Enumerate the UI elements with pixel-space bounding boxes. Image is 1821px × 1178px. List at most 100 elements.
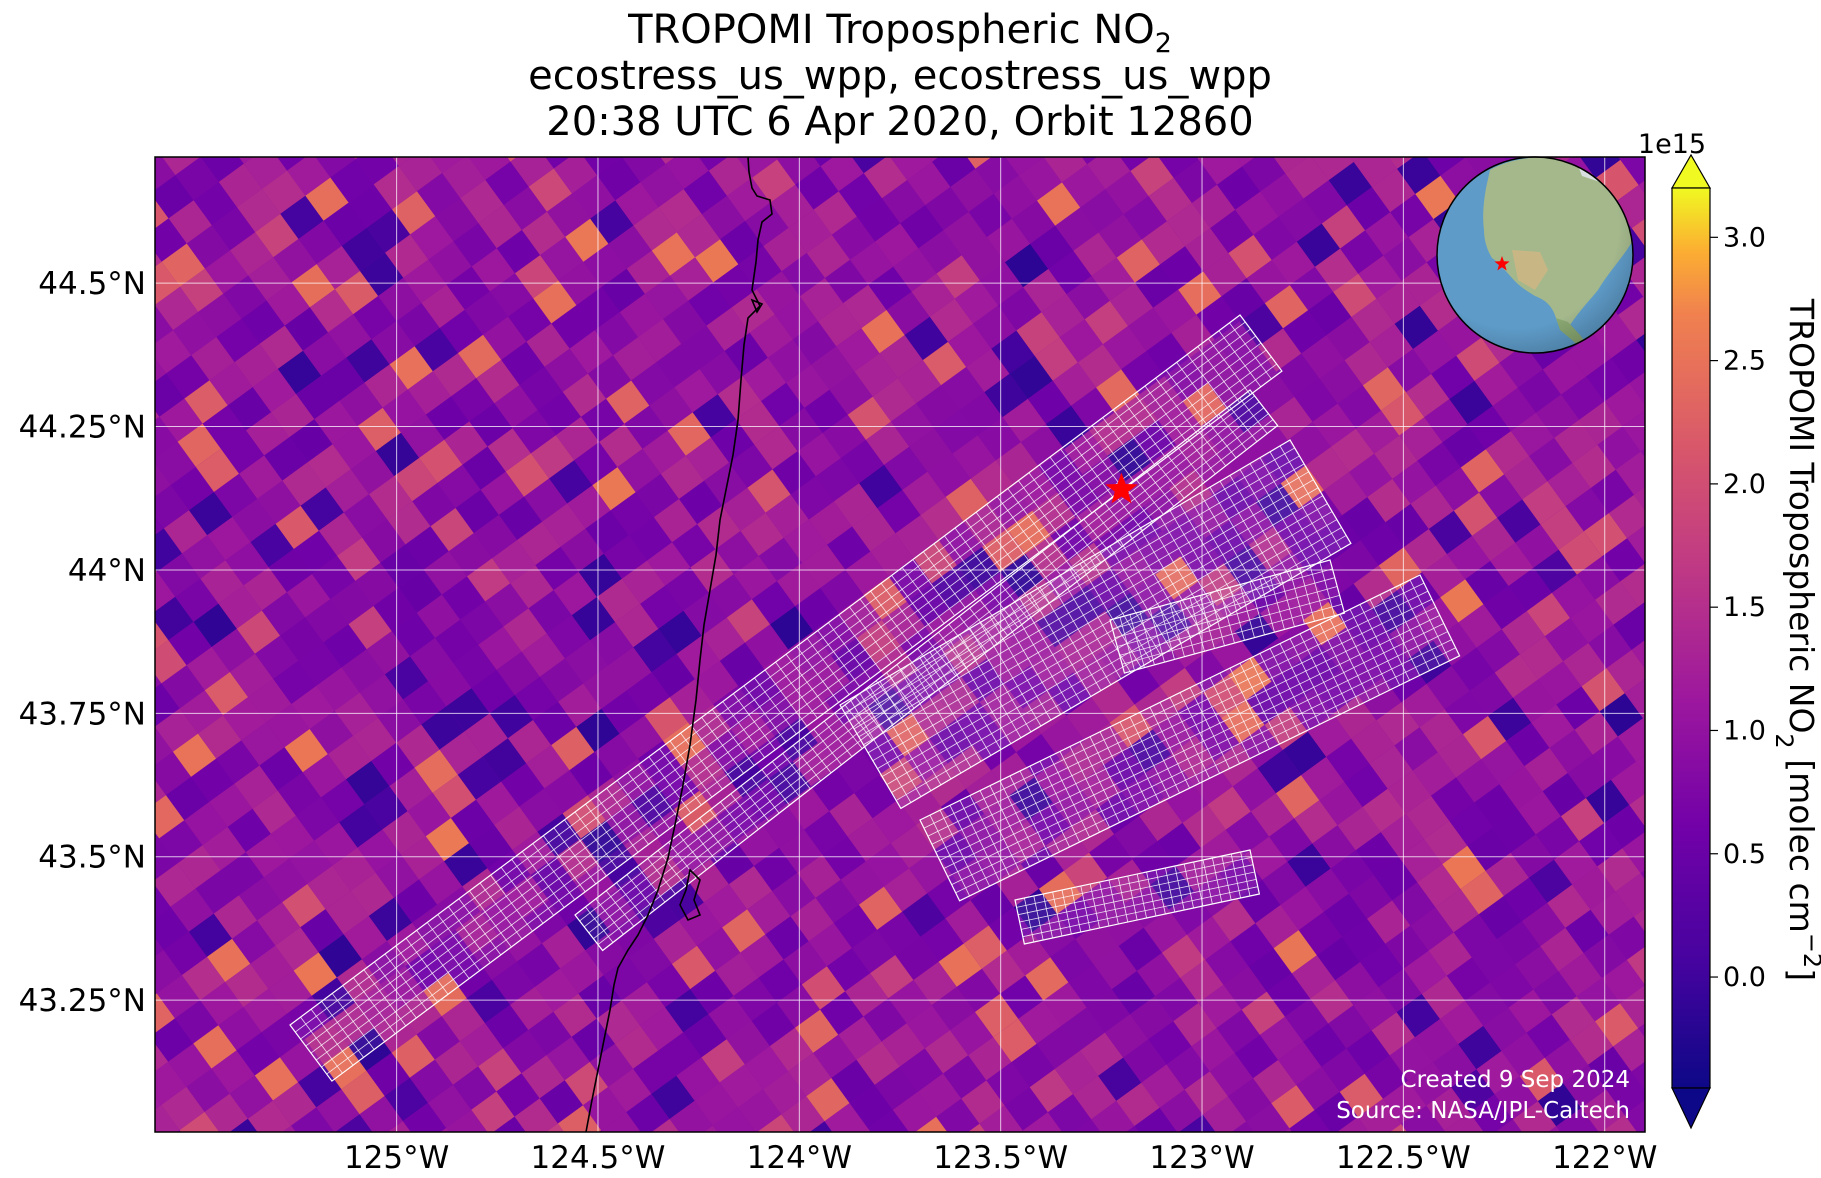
no2-pixel [1601,959,1645,1004]
no2-pixel [603,535,648,579]
no2-pixel [462,868,506,912]
no2-pixel [530,435,575,479]
no2-pixel [1111,971,1156,1015]
no2-pixel [1016,734,1060,778]
no2-pixel [330,1002,374,1046]
swath-along-line [923,582,1425,829]
no2-pixel [1476,1051,1520,1095]
no2-pixel [155,832,160,842]
no2-pixel [129,1148,172,1178]
no2-pixel [635,895,679,939]
no2-pixel [847,818,891,862]
no2-pixel [943,212,987,256]
no2-pixel [346,339,390,383]
no2-pixel [1230,923,1274,967]
no2-pixel [1107,437,1151,481]
no2-pixel [157,553,201,597]
no2-pixel [724,754,768,798]
no2-pixel [1321,1048,1365,1092]
no2-pixel [189,492,233,536]
no2-pixel [1073,1119,1101,1132]
no2-pixel [838,1016,882,1060]
swath-cross-line [1079,563,1142,668]
no2-pixel [1580,157,1621,179]
chart-title-line-1: TROPOMI Tropospheric NO2 [628,7,1172,59]
no2-pixel [102,900,145,943]
no2-pixel [1624,678,1645,719]
no2-pixel [950,1012,994,1056]
no2-pixel [1440,579,1484,623]
no2-pixel [667,412,711,456]
no2-pixel [597,157,641,201]
colorbar-tick-label: 2.5 [1723,346,1766,377]
no2-pixel [155,485,189,529]
no2-pixel [357,829,401,873]
no2-pixel [156,975,201,1019]
no2-pixel [195,870,239,914]
no2-pixel [1588,624,1632,669]
no2-pixel [1155,556,1199,600]
no2-pixel [1613,606,1645,650]
no2-pixel [175,1000,219,1044]
no2-pixel [1355,410,1400,454]
no2-pixel [1586,779,1630,824]
no2-pixel [266,282,310,326]
no2-pixel [1150,444,1195,488]
no2-pixel [936,255,980,299]
no2-pixel [840,439,885,484]
no2-pixel [191,758,235,802]
no2-pixel [845,551,889,595]
no2-pixel [155,1061,187,1105]
no2-pixel [1029,1069,1073,1113]
no2-pixel [749,314,793,358]
no2-pixel [1269,818,1313,862]
no2-pixel [592,467,636,511]
no2-pixel [1179,1114,1216,1132]
swath-along-line [579,395,1255,922]
no2-pixel [1212,898,1256,942]
no2-pixel [749,736,793,780]
no2-pixel [653,920,697,964]
no2-pixel [1437,734,1482,778]
no2-pixel [1351,720,1395,764]
no2-pixel [430,508,474,552]
swath-cross-line [849,698,912,803]
no2-pixel [1203,253,1247,297]
no2-pixel [316,245,360,290]
no2-pixel [941,367,985,411]
no2-pixel [986,218,1031,263]
no2-pixel [1285,576,1329,621]
swath-along-line [853,463,1305,730]
no2-pixel [1410,907,1454,951]
no2-pixel [207,95,250,138]
no2-pixel [1601,1114,1638,1132]
no2-pixel [1198,563,1242,607]
no2-pixel [227,808,271,853]
no2-pixel [1510,412,1555,457]
no2-pixel [640,164,684,208]
no2-pixel [653,499,698,543]
no2-pixel [1141,221,1186,265]
no2-pixel [396,302,440,347]
no2-pixel [1081,157,1098,165]
no2-pixel [783,519,828,563]
no2-pixel [622,157,623,158]
no2-pixel [173,311,217,356]
no2-pixel [305,177,349,221]
no2-pixel [940,788,985,832]
no2-pixel [886,1135,929,1178]
swath-along-line [1022,886,1258,938]
no2-pixel [1567,333,1612,377]
no2-pixel [1449,802,1493,846]
no2-pixel [451,378,495,422]
no2-pixel [622,560,666,604]
no2-pixel [619,293,664,338]
no2-pixel [1264,706,1308,750]
swath-cross-line [1129,534,1192,638]
no2-pixel [572,175,616,219]
globe-site-marker [1494,256,1510,271]
no2-pixel [646,964,691,1008]
swath-along-line [321,356,1272,1068]
no2-pixel [936,1098,980,1132]
no2-pixel [1054,1050,1099,1095]
